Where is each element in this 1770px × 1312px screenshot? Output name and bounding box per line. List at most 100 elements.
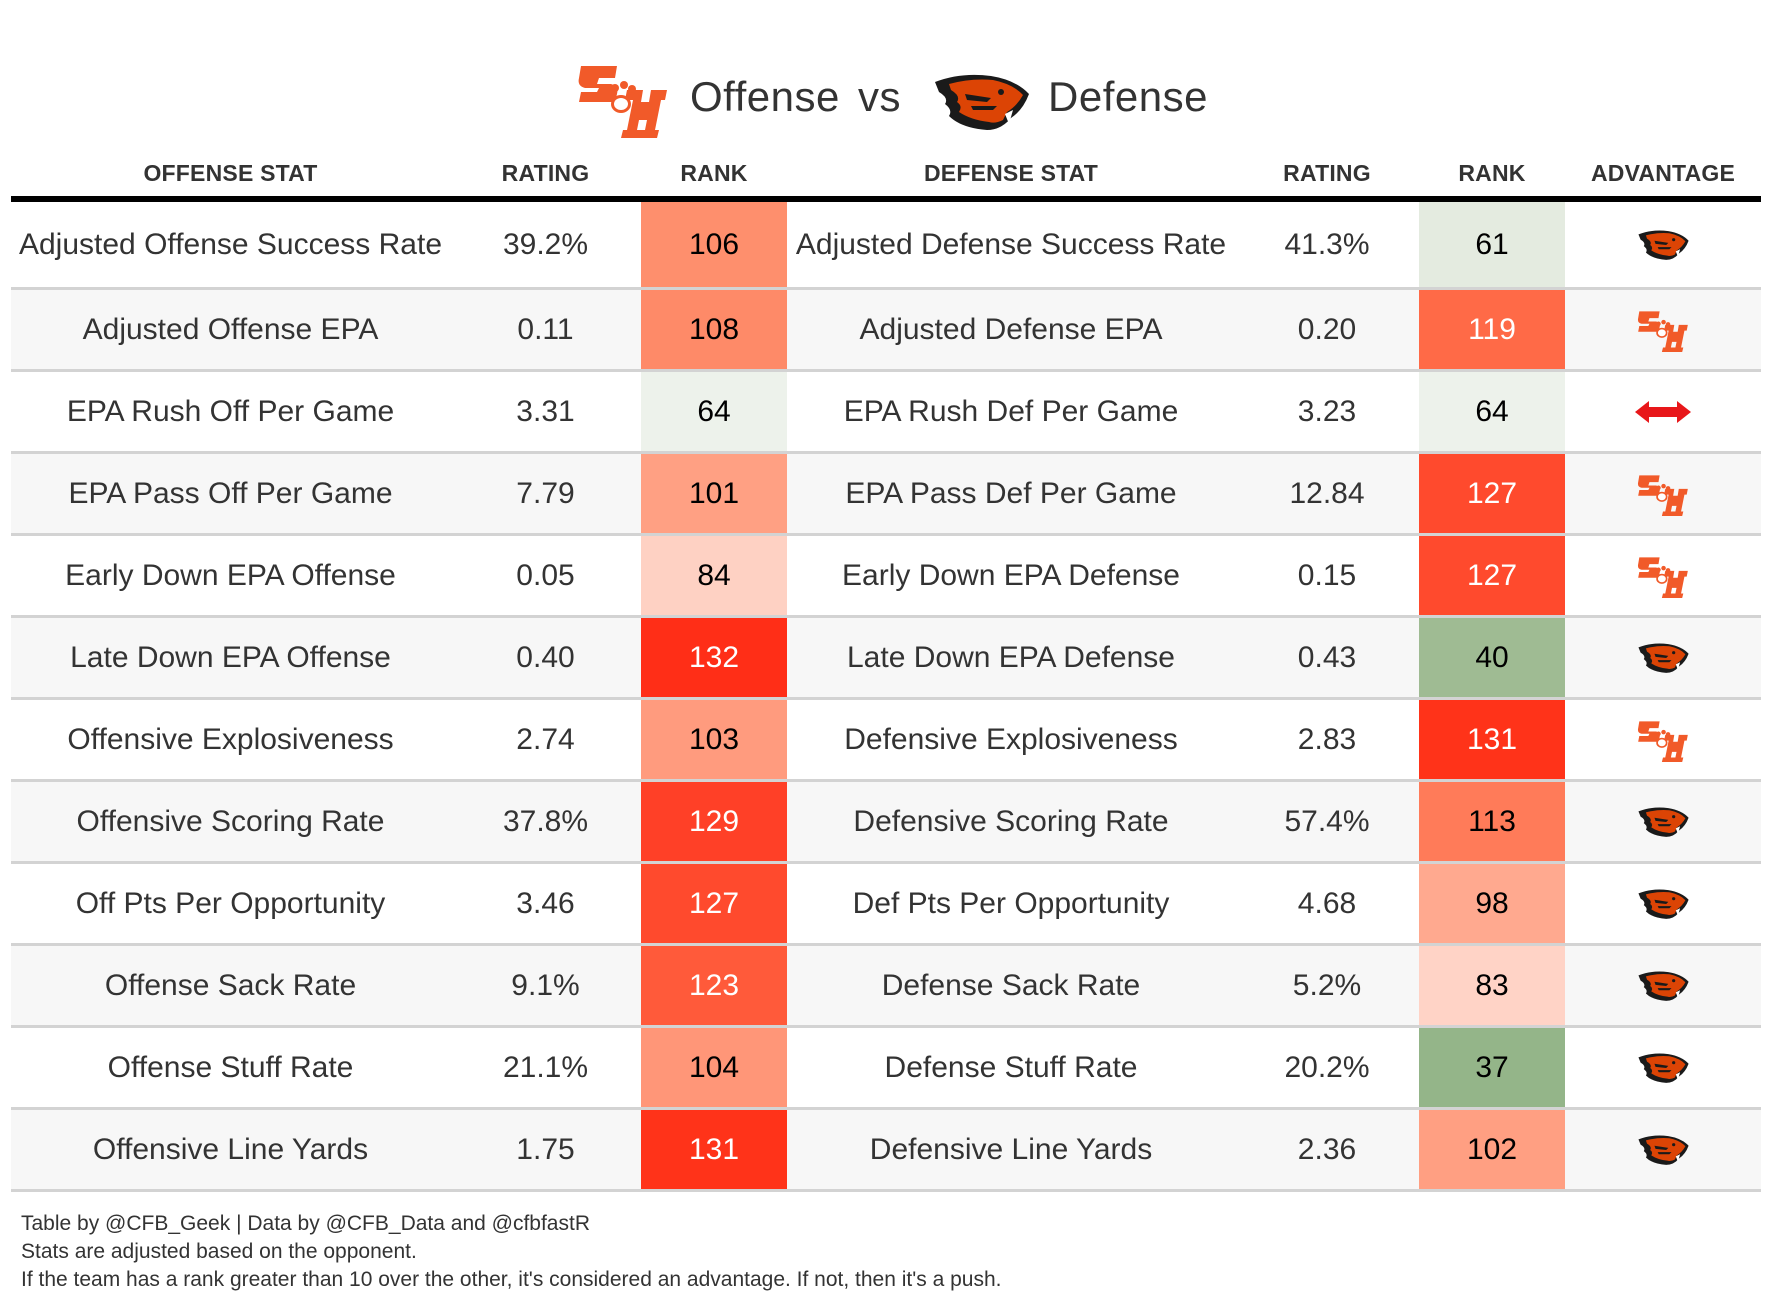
table-row: Offensive Line Yards 1.75 131 Defensive Lin… (11, 1108, 1761, 1192)
defense-rating-cell: 3.23 (1235, 370, 1419, 454)
offense-rating-cell: 39.2% (450, 199, 641, 290)
col-defense-rating: RATING (1235, 150, 1419, 202)
offense-rank-cell: 129 (641, 780, 787, 864)
defense-rank-cell: 131 (1419, 698, 1565, 782)
sam-houston-logo-icon (1636, 718, 1690, 762)
col-offense-rank: RANK (641, 150, 787, 202)
offense-stat-cell: Offensive Explosiveness (11, 698, 450, 782)
offense-stat-cell: Offense Sack Rate (11, 944, 450, 1028)
oregon-state-beaver-logo-icon (1635, 888, 1691, 920)
table-row: Early Down EPA Offense 0.05 84 Early Down E… (11, 534, 1761, 618)
advantage-cell (1565, 452, 1761, 536)
defense-rank-cell: 127 (1419, 452, 1565, 536)
col-offense-rating: RATING (450, 150, 641, 202)
advantage-cell (1565, 862, 1761, 946)
advantage-cell (1565, 944, 1761, 1028)
offense-rank-cell: 131 (641, 1108, 787, 1192)
footnote-credit: Table by @CFB_Geek | Data by @CFB_Data a… (21, 1212, 590, 1235)
defense-rank-cell: 61 (1419, 199, 1565, 290)
matchup-table: OFFENSE STAT RATING RANK DEFENSE STAT RA… (11, 150, 1761, 1192)
offense-rank-cell: 103 (641, 698, 787, 782)
defense-stat-cell: EPA Pass Def Per Game (787, 452, 1235, 536)
advantage-cell (1565, 288, 1761, 372)
defense-rank-cell: 37 (1419, 1026, 1565, 1110)
advantage-cell (1565, 698, 1761, 782)
footnote-advantage-rule: If the team has a rank greater than 10 o… (21, 1268, 1002, 1291)
oregon-state-beaver-logo-icon (1635, 229, 1691, 261)
table-row: Offensive Scoring Rate 37.8% 129 Defensive … (11, 780, 1761, 864)
table-row: Offensive Explosiveness 2.74 103 Defensive … (11, 698, 1761, 782)
defense-stat-cell: Def Pts Per Opportunity (787, 862, 1235, 946)
offense-stat-cell: Offensive Line Yards (11, 1108, 450, 1192)
advantage-cell (1565, 616, 1761, 700)
advantage-cell (1565, 1108, 1761, 1192)
defense-rank-cell: 40 (1419, 616, 1565, 700)
offense-rank-cell: 132 (641, 616, 787, 700)
defense-rating-cell: 2.36 (1235, 1108, 1419, 1192)
oregon-state-beaver-logo-icon (1635, 1052, 1691, 1084)
table-row: Off Pts Per Opportunity 3.46 127 Def Pts Pe… (11, 862, 1761, 946)
defense-rating-cell: 0.15 (1235, 534, 1419, 618)
defense-rating-cell: 57.4% (1235, 780, 1419, 864)
defense-rating-cell: 4.68 (1235, 862, 1419, 946)
offense-rating-cell: 3.46 (450, 862, 641, 946)
title-defense: Defense (1048, 73, 1208, 120)
oregon-state-beaver-logo-icon (1635, 642, 1691, 674)
advantage-cell (1565, 1026, 1761, 1110)
offense-rating-cell: 37.8% (450, 780, 641, 864)
offense-rating-cell: 0.05 (450, 534, 641, 618)
header-row: OFFENSE STAT RATING RANK DEFENSE STAT RA… (11, 150, 1761, 202)
defense-rank-cell: 119 (1419, 288, 1565, 372)
table-row: Adjusted Offense EPA 0.11 108 Adjusted Defe… (11, 288, 1761, 372)
sam-houston-logo-icon (577, 60, 669, 138)
defense-stat-cell: Adjusted Defense EPA (787, 288, 1235, 372)
defense-rating-cell: 20.2% (1235, 1026, 1419, 1110)
offense-stat-cell: Offense Stuff Rate (11, 1026, 450, 1110)
title-vs: vs (858, 73, 901, 120)
defense-stat-cell: Late Down EPA Defense (787, 616, 1235, 700)
oregon-state-beaver-logo-icon (1635, 1134, 1691, 1166)
defense-rating-cell: 5.2% (1235, 944, 1419, 1028)
table-row: Offense Sack Rate 9.1% 123 Defense Sack Rat… (11, 944, 1761, 1028)
col-advantage: ADVANTAGE (1565, 150, 1761, 202)
offense-rank-cell: 84 (641, 534, 787, 618)
defense-stat-cell: Early Down EPA Defense (787, 534, 1235, 618)
defense-stat-cell: Defensive Line Yards (787, 1108, 1235, 1192)
oregon-state-beaver-logo-icon (1635, 806, 1691, 838)
offense-rank-cell: 123 (641, 944, 787, 1028)
oregon-state-beaver-logo-icon (1635, 970, 1691, 1002)
offense-rating-cell: 0.40 (450, 616, 641, 700)
table-row: EPA Rush Off Per Game 3.31 64 EPA Rush Def … (11, 370, 1761, 454)
offense-rating-cell: 3.31 (450, 370, 641, 454)
offense-stat-cell: Late Down EPA Offense (11, 616, 450, 700)
offense-stat-cell: Early Down EPA Offense (11, 534, 450, 618)
advantage-cell (1565, 534, 1761, 618)
table-row: Late Down EPA Offense 0.40 132 Late Down EP… (11, 616, 1761, 700)
defense-rating-cell: 12.84 (1235, 452, 1419, 536)
offense-stat-cell: Offensive Scoring Rate (11, 780, 450, 864)
defense-rank-cell: 64 (1419, 370, 1565, 454)
defense-stat-cell: Adjusted Defense Success Rate (787, 199, 1235, 290)
sam-houston-logo-icon (1636, 472, 1690, 516)
defense-rank-cell: 127 (1419, 534, 1565, 618)
defense-stat-cell: Defense Sack Rate (787, 944, 1235, 1028)
table-row: EPA Pass Off Per Game 7.79 101 EPA Pass Def… (11, 452, 1761, 536)
footnote-adjusted: Stats are adjusted based on the opponent… (21, 1240, 417, 1263)
table-body: Adjusted Offense Success Rate 39.2% 106 Adj… (11, 199, 1761, 1192)
col-defense-stat: DEFENSE STAT (787, 150, 1235, 202)
defense-stat-cell: Defensive Explosiveness (787, 698, 1235, 782)
offense-rank-cell: 106 (641, 199, 787, 290)
defense-rating-cell: 2.83 (1235, 698, 1419, 782)
offense-rank-cell: 108 (641, 288, 787, 372)
defense-rating-cell: 41.3% (1235, 199, 1419, 290)
offense-rank-cell: 101 (641, 452, 787, 536)
footnotes: Table by @CFB_Geek | Data by @CFB_Data a… (21, 1210, 1001, 1294)
defense-rating-cell: 0.43 (1235, 616, 1419, 700)
defense-rank-cell: 113 (1419, 780, 1565, 864)
advantage-cell (1565, 370, 1761, 454)
offense-rating-cell: 2.74 (450, 698, 641, 782)
offense-stat-cell: Off Pts Per Opportunity (11, 862, 450, 946)
table-row: Offense Stuff Rate 21.1% 104 Defense Stuff … (11, 1026, 1761, 1110)
defense-rating-cell: 0.20 (1235, 288, 1419, 372)
sam-houston-logo-icon (1636, 554, 1690, 598)
